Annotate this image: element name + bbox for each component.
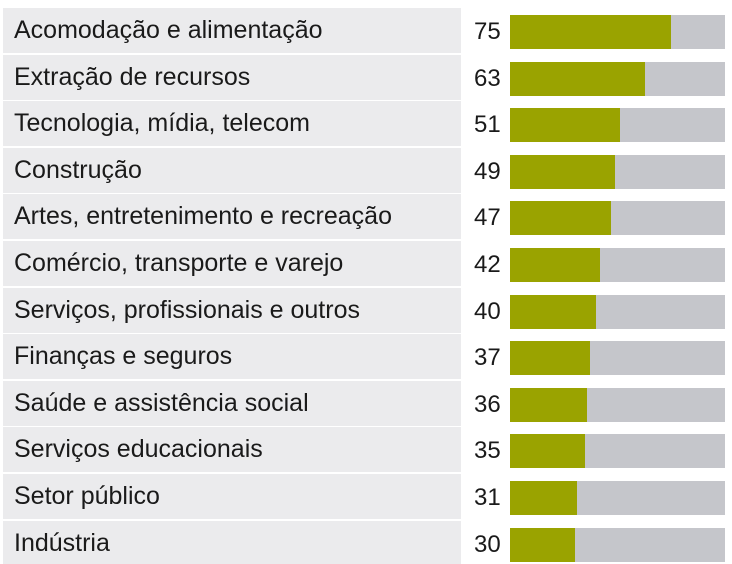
bar-track: [510, 155, 725, 189]
value-label: 47: [474, 204, 501, 231]
bar: [510, 528, 575, 562]
value-label: 30: [474, 531, 501, 558]
chart-row: Construção 49: [0, 148, 732, 193]
bar: [510, 62, 645, 96]
category-label-cell: Artes, entretenimento e recreação: [3, 194, 461, 239]
value-label: 51: [474, 111, 501, 138]
value-label: 36: [474, 391, 501, 418]
bar: [510, 388, 587, 422]
value-label: 37: [474, 344, 501, 371]
category-label: Serviços educacionais: [14, 435, 263, 463]
bar: [510, 201, 611, 235]
bar-track: [510, 248, 725, 282]
bar: [510, 15, 671, 49]
chart-row: Serviços, profissionais e outros 40: [0, 288, 732, 333]
bar-track: [510, 481, 725, 515]
category-label: Setor público: [14, 482, 160, 510]
category-label: Extração de recursos: [14, 63, 251, 91]
chart-row: Acomodação e alimentação 75: [0, 8, 732, 53]
category-label: Artes, entretenimento e recreação: [14, 202, 392, 230]
chart-row: Artes, entretenimento e recreação 47: [0, 194, 732, 239]
bar: [510, 341, 590, 375]
bar-track: [510, 434, 725, 468]
bar: [510, 434, 585, 468]
category-label-cell: Construção: [3, 148, 461, 193]
chart-row: Serviços educacionais 35: [0, 427, 732, 472]
chart-row: Indústria 30: [0, 521, 732, 564]
chart-row: Setor público 31: [0, 474, 732, 519]
bar: [510, 295, 596, 329]
bar: [510, 155, 615, 189]
value-label: 75: [474, 18, 501, 45]
bar: [510, 108, 620, 142]
bar-track: [510, 295, 725, 329]
category-label-cell: Serviços, profissionais e outros: [3, 288, 461, 333]
value-label: 49: [474, 158, 501, 185]
chart-row: Extração de recursos 63: [0, 55, 732, 100]
category-label: Finanças e seguros: [14, 342, 233, 370]
bar: [510, 248, 600, 282]
chart-row: Tecnologia, mídia, telecom 51: [0, 101, 732, 146]
category-label-cell: Extração de recursos: [3, 55, 461, 100]
chart-row: Comércio, transporte e varejo 42: [0, 241, 732, 286]
bar-track: [510, 201, 725, 235]
category-label-cell: Serviços educacionais: [3, 427, 461, 472]
category-label: Indústria: [14, 529, 110, 557]
category-label-cell: Indústria: [3, 521, 461, 564]
category-label-cell: Acomodação e alimentação: [3, 8, 461, 53]
value-label: 63: [474, 65, 501, 92]
category-label-cell: Setor público: [3, 474, 461, 519]
chart-row: Finanças e seguros 37: [0, 334, 732, 379]
category-label-cell: Comércio, transporte e varejo: [3, 241, 461, 286]
value-label: 40: [474, 298, 501, 325]
chart-row: Saúde e assistência social 36: [0, 381, 732, 426]
bar-track: [510, 388, 725, 422]
bar-track: [510, 62, 725, 96]
category-label: Comércio, transporte e varejo: [14, 249, 344, 277]
category-label: Construção: [14, 156, 142, 184]
bar-track: [510, 15, 725, 49]
bar-track: [510, 341, 725, 375]
value-label: 31: [474, 484, 501, 511]
bar-track: [510, 528, 725, 562]
category-label-cell: Saúde e assistência social: [3, 381, 461, 426]
category-label: Serviços, profissionais e outros: [14, 296, 360, 324]
bar-track: [510, 108, 725, 142]
category-label: Tecnologia, mídia, telecom: [14, 109, 310, 137]
category-label: Acomodação e alimentação: [14, 16, 323, 44]
category-label: Saúde e assistência social: [14, 389, 309, 417]
value-label: 42: [474, 251, 501, 278]
bar: [510, 481, 577, 515]
value-label: 35: [474, 437, 501, 464]
category-label-cell: Finanças e seguros: [3, 334, 461, 379]
category-label-cell: Tecnologia, mídia, telecom: [3, 101, 461, 146]
